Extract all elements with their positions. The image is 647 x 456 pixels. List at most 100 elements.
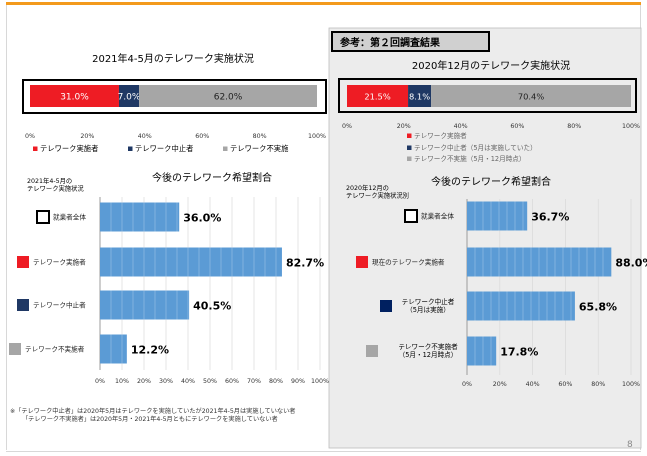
legend-swatch-2 — [407, 145, 412, 150]
x-tick-label: 60% — [225, 378, 239, 385]
category-label-1: 就業者全体 — [53, 213, 86, 222]
top-accent-line — [6, 2, 641, 5]
bar-4 — [467, 336, 497, 366]
bar-2 — [100, 247, 282, 277]
stacked-segment-2 — [408, 85, 432, 107]
x-tick-label: 80% — [269, 378, 283, 385]
x-tick-label: 100% — [622, 123, 640, 130]
x-tick-label: 30% — [159, 378, 173, 385]
bar-value-label-3: 65.8% — [579, 301, 617, 314]
category-marker-1 — [404, 209, 418, 223]
x-tick-label: 20% — [397, 123, 411, 130]
page-number: 8 — [627, 440, 633, 450]
x-tick-label: 0% — [95, 378, 105, 385]
stacked-chart-title: 2020年12月のテレワーク実施状況 — [412, 59, 570, 72]
category-label-4: テレワーク不実施者（5月・12月時点） — [398, 342, 458, 359]
x-tick-label: 40% — [181, 378, 195, 385]
bar-2 — [467, 247, 612, 277]
bar-fill-4 — [467, 336, 497, 366]
x-tick-label: 60% — [558, 381, 572, 388]
bar-3 — [100, 290, 190, 320]
bar-value-label-4: 17.8% — [500, 346, 538, 359]
legend-swatch-3 — [407, 156, 412, 161]
x-tick-label: 20% — [493, 381, 507, 388]
x-tick-label: 20% — [137, 378, 151, 385]
stacked-segment-label-1: 21.5% — [364, 92, 390, 102]
stacked-segment-3 — [431, 85, 631, 107]
legend-label-1: テレワーク実施者 — [40, 144, 98, 153]
stacked-segment-label-2: 7.0% — [118, 93, 141, 103]
bar-1 — [100, 202, 180, 232]
x-tick-label: 100% — [622, 381, 640, 388]
category-marker-3 — [380, 300, 392, 312]
x-tick-label: 100% — [311, 378, 329, 385]
x-tick-label: 0% — [462, 381, 472, 388]
category-label-2: 現在のテレワーク実施者 — [372, 258, 445, 267]
x-tick-label: 0% — [25, 133, 35, 140]
bar-fill-3 — [100, 290, 190, 320]
x-tick-label: 70% — [247, 378, 261, 385]
x-tick-label: 20% — [80, 133, 94, 140]
bar-3 — [467, 291, 575, 321]
stacked-segment-label-3: 70.4% — [518, 92, 544, 102]
bar-4 — [100, 334, 127, 364]
legend-label-3: テレワーク不実施 — [230, 144, 289, 153]
slide-border-bottom — [6, 451, 641, 452]
x-tick-label: 60% — [510, 123, 524, 130]
hbar-chart-title: 今後のテレワーク希望割合 — [152, 171, 272, 184]
stacked-segment-2 — [118, 85, 140, 107]
bar-value-label-2: 82.7% — [286, 257, 324, 270]
stacked-segment-label-1: 31.0% — [60, 93, 89, 103]
bar-fill-1 — [467, 201, 528, 231]
category-marker-2 — [17, 256, 29, 268]
x-tick-label: 40% — [526, 381, 540, 388]
legend-swatch-2 — [128, 146, 133, 151]
x-tick-label: 40% — [138, 133, 152, 140]
x-tick-label: 90% — [291, 378, 305, 385]
bar-fill-1 — [100, 202, 180, 232]
category-marker-2 — [356, 256, 368, 268]
bar-value-label-1: 36.7% — [531, 211, 569, 224]
x-tick-label: 80% — [591, 381, 605, 388]
hbar-chart-subtitle: 2020年12月のテレワーク実施状況別 — [346, 183, 409, 200]
x-tick-label: 100% — [308, 133, 326, 140]
x-tick-label: 60% — [195, 133, 209, 140]
bar-value-label-2: 88.0% — [615, 257, 647, 270]
stacked-chart-frame — [22, 79, 327, 114]
legend-label-1: テレワーク実施者 — [414, 131, 467, 140]
hbar-chart-title: 今後のテレワーク希望割合 — [431, 175, 551, 188]
reference-header-box — [331, 31, 490, 52]
category-label-1: 就業者全体 — [421, 212, 454, 221]
stacked-segment-1 — [347, 85, 409, 107]
footnote-2: 「テレワーク不実施者」は2020年5月・2021年4-5月ともにテレワークを実施… — [22, 416, 278, 423]
category-label-3: テレワーク中止者 — [33, 301, 86, 310]
x-tick-label: 0% — [342, 123, 352, 130]
bar-fill-3 — [467, 291, 575, 321]
stacked-chart-title: 2021年4-5月のテレワーク実施状況 — [92, 52, 254, 65]
category-marker-4 — [366, 345, 378, 357]
stacked-segment-1 — [30, 85, 119, 107]
reference-header-title: 参考：第２回調査結果 — [340, 36, 441, 49]
bar-value-label-1: 36.0% — [183, 212, 221, 225]
category-label-2: テレワーク実施者 — [33, 258, 86, 267]
legend-label-2: テレワーク中止者（5月は実施していた） — [414, 143, 537, 152]
bar-1 — [467, 201, 528, 231]
category-marker-3 — [17, 299, 29, 311]
legend-swatch-1 — [407, 133, 412, 138]
bar-fill-2 — [100, 247, 282, 277]
bar-value-label-3: 40.5% — [193, 300, 231, 313]
x-tick-label: 80% — [567, 123, 581, 130]
stacked-segment-3 — [139, 85, 317, 107]
stacked-chart-frame — [338, 78, 637, 113]
hbar-chart-subtitle: 2021年4-5月のテレワーク実施状況 — [27, 176, 84, 193]
x-tick-label: 50% — [203, 378, 217, 385]
category-label-4: テレワーク不実施者 — [25, 345, 85, 354]
stacked-segment-label-3: 62.0% — [214, 93, 243, 103]
legend-label-3: テレワーク不実施（5月・12月時点） — [414, 154, 526, 163]
x-tick-label: 40% — [454, 123, 468, 130]
category-marker-4 — [9, 343, 21, 355]
category-label-3: テレワーク中止者（5月は実施） — [402, 297, 455, 314]
bar-value-label-4: 12.2% — [131, 344, 169, 357]
category-marker-1 — [36, 210, 50, 224]
